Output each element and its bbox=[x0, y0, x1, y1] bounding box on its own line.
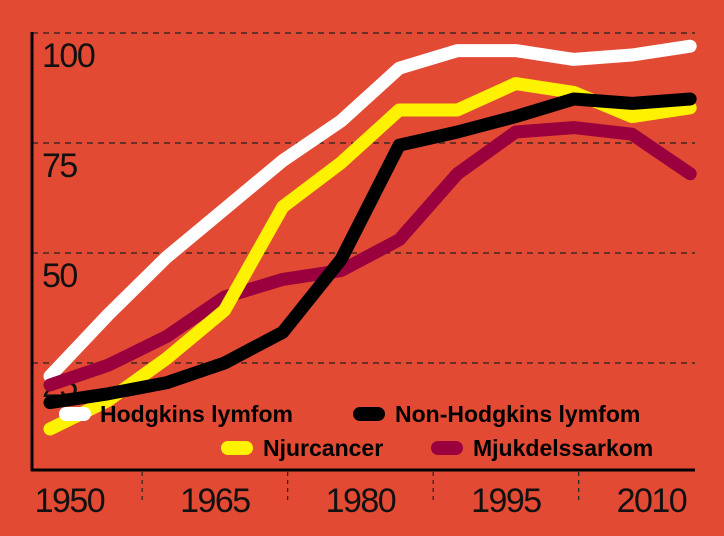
x-tick-label: 2010 bbox=[617, 482, 687, 520]
y-tick-label: 50 bbox=[42, 257, 77, 295]
series-line-mjukdelssarkom bbox=[43, 121, 697, 392]
legend-label-non-hodgkins: Non-Hodgkins lymfom bbox=[395, 401, 640, 427]
x-axis-ticks: 1950 1965 1980 1995 2010 bbox=[35, 472, 688, 520]
legend: Hodgkins lymfom Non-Hodgkins lymfom Njur… bbox=[59, 401, 653, 461]
x-tick-label: 1995 bbox=[471, 482, 541, 520]
x-tick-label: 1950 bbox=[35, 482, 105, 520]
legend-label-mjukdelssarkom: Mjukdelssarkom bbox=[473, 435, 653, 461]
y-tick-label: 100 bbox=[42, 37, 95, 75]
x-tick-label: 1965 bbox=[180, 482, 250, 520]
series-line-non-hodgkins-lymfom bbox=[43, 92, 697, 410]
series-lines bbox=[43, 39, 697, 436]
y-tick-label: 75 bbox=[42, 147, 77, 185]
legend-label-hodgkins: Hodgkins lymfom bbox=[100, 401, 293, 427]
series-line-hodgkins-lymfom bbox=[43, 39, 697, 383]
legend-label-njurcancer: Njurcancer bbox=[263, 435, 383, 461]
x-tick-label: 1980 bbox=[326, 482, 396, 520]
gridlines bbox=[32, 32, 695, 364]
